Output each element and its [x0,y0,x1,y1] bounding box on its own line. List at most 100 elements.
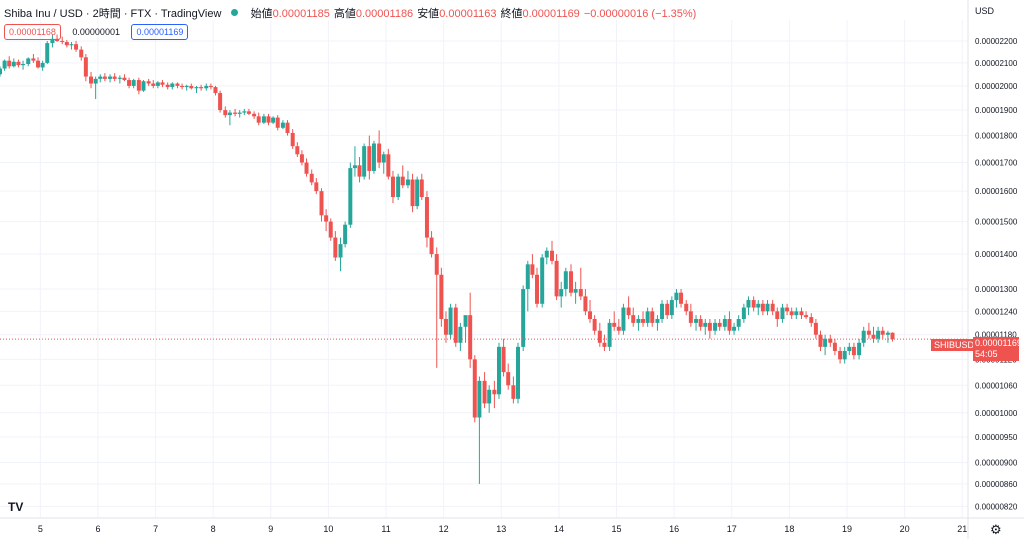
buy-price-button[interactable]: 0.00001169 [131,24,189,40]
candle [573,281,578,304]
candle [698,315,703,331]
candle-body [554,260,559,297]
candle [838,346,843,364]
candle [597,322,602,347]
candle [684,300,689,316]
candle-body [818,334,823,347]
ohlc-label: 高値 [333,8,356,20]
candle [26,57,31,67]
candle [367,135,372,180]
sell-price-button[interactable]: 0.00001168 [4,24,61,40]
candle-body [804,315,809,318]
candle [583,289,588,316]
candle-body [698,319,703,327]
candle-body [16,61,21,66]
y-tick-label: 0.00001800 [975,132,1018,141]
candle [223,106,228,118]
candle-body [237,112,242,114]
candle [813,319,818,339]
y-tick-label: 0.00001900 [975,106,1018,115]
candle [218,90,223,113]
candle-body [280,122,285,128]
candle-body [170,83,175,88]
y-tick-label: 0.00002200 [975,37,1018,46]
candle-body [160,82,165,85]
x-tick-label: 11 [381,524,390,534]
candle-body [492,389,497,395]
candle-body [674,292,679,301]
candle [756,300,761,316]
candle [7,56,12,69]
candle-body [540,257,545,304]
candle-body [688,311,693,323]
candle-body [578,289,583,297]
candle-body [775,311,780,320]
candle-body [7,60,12,67]
candle-body [770,303,775,312]
candle [851,342,856,360]
candle-body [102,76,107,79]
candle [208,83,213,90]
candle-body [857,342,862,356]
ohlc-value: 0.00001163 [439,8,497,20]
candle [233,108,238,117]
candle [760,300,765,316]
ohlc-item: 終値0.00001169 [501,8,580,20]
ohlc-value: 0.00001186 [355,8,414,20]
candle-body [79,49,84,58]
candle-body [861,330,866,343]
candle-body [419,179,424,198]
candle [832,338,837,356]
candle [377,130,382,169]
candle [554,254,559,301]
gear-icon[interactable]: ⚙ [990,522,1002,537]
x-tick-label: 21 [957,524,967,534]
candle [357,157,362,183]
candle [530,254,535,279]
candle-body [765,303,770,312]
candle-body [736,319,741,327]
candle-body [636,319,641,323]
candle-body [799,311,804,316]
x-tick-label: 12 [439,524,449,534]
candle [64,39,69,48]
candle-body [717,322,722,327]
candle-body [741,307,746,320]
candle-body [290,132,295,147]
candle [443,311,448,343]
x-tick-label: 19 [842,524,852,534]
candle-body [386,154,391,177]
candle-body [597,330,602,343]
x-tick-label: 20 [900,524,910,534]
tradingview-logo[interactable]: TV [8,500,24,514]
symbol-tag: SHIBUSD [931,339,978,351]
symbol-title[interactable]: Shiba Inu / USD · 2時間 · FTX · TradingVie… [4,8,222,20]
candle-body [362,146,367,177]
candle [304,158,309,177]
candle-body [155,82,160,86]
x-tick-label: 5 [38,524,43,534]
ohlc-label: 安値 [417,8,440,20]
candle [16,59,21,68]
candle [108,74,113,83]
candle-body [448,307,453,335]
candle [688,303,693,327]
candle-body [271,117,276,123]
x-tick-label: 13 [496,524,506,534]
candle [727,311,732,335]
candle [74,40,79,52]
candle [102,73,107,82]
y-tick-label: 0.00002000 [975,82,1018,91]
candle [890,332,895,342]
currency-button[interactable]: USD [975,6,995,16]
last-price-value: 0.00001169 [975,338,1022,348]
candle [463,315,468,343]
candle [429,231,434,258]
y-tick-label: 0.00001600 [975,187,1018,196]
ohlc-item: 安値0.00001163 [417,8,496,20]
candle-body [809,317,814,323]
candle-body [285,122,290,133]
candle-body [136,80,141,91]
